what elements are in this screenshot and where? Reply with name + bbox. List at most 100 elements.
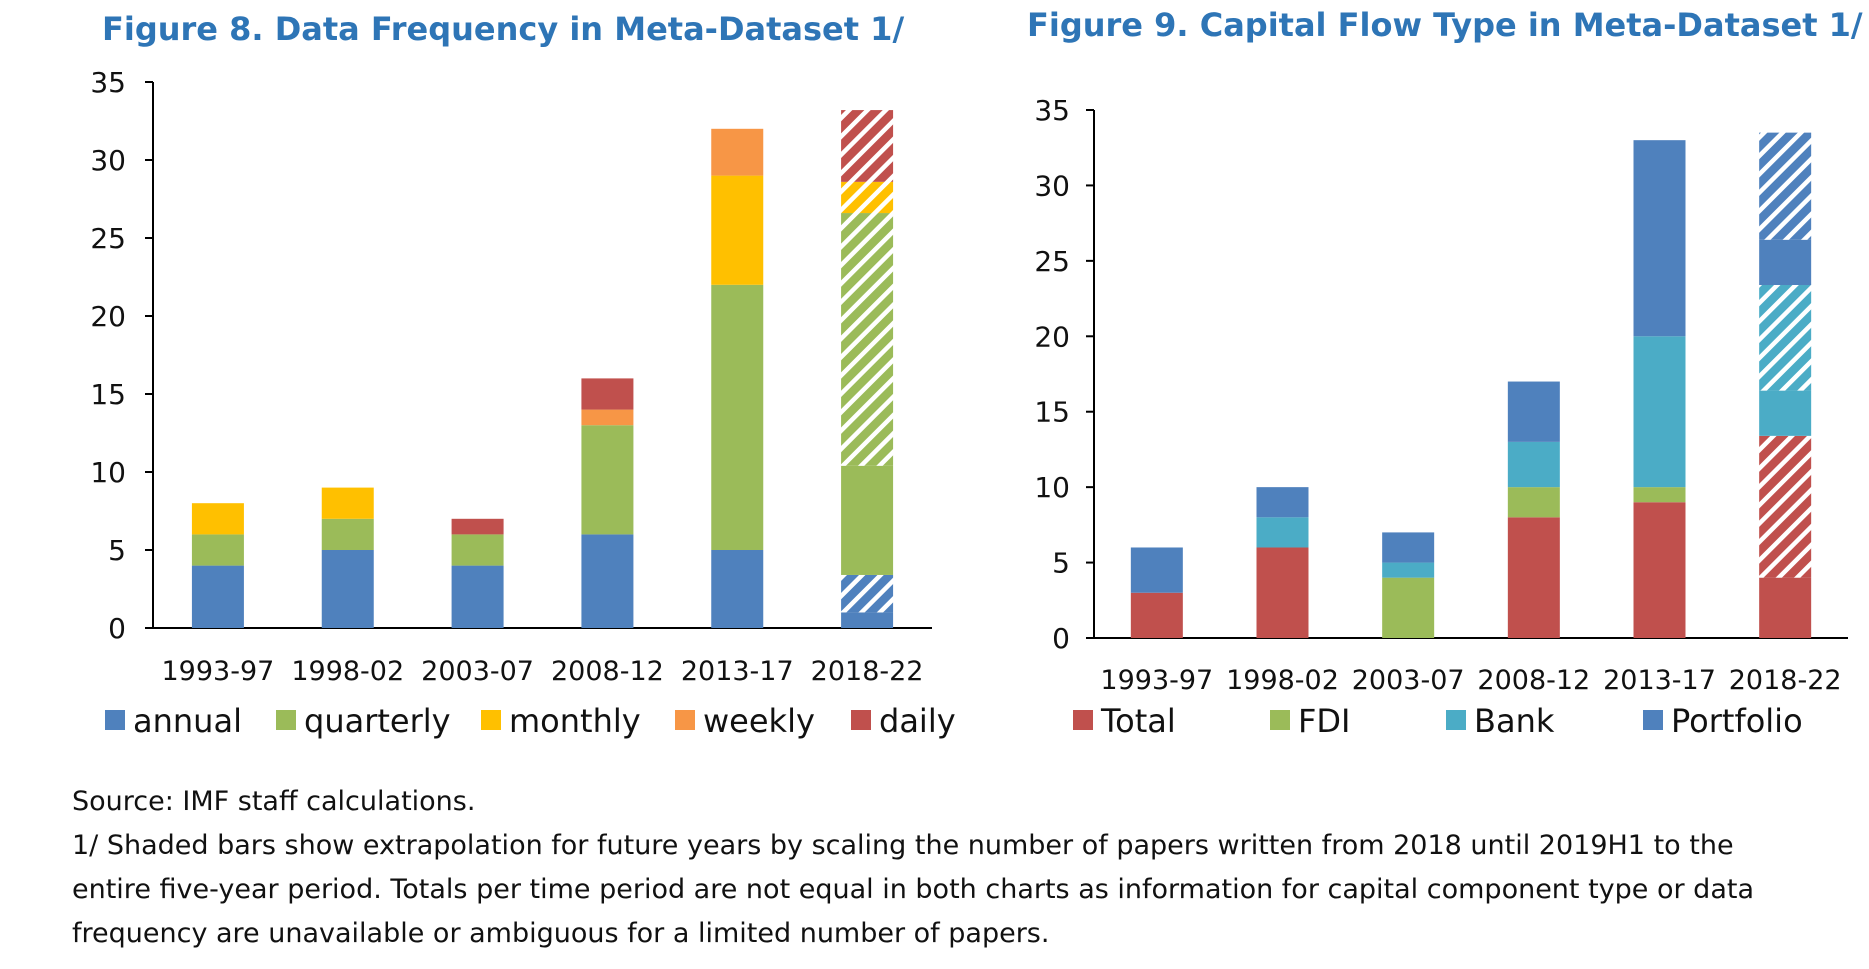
- y-tick-label: 5: [1052, 547, 1070, 580]
- x-tick-label: 1998-02: [1226, 665, 1339, 696]
- bar-segment-fdi: [1382, 577, 1435, 638]
- footnote-line-2: entire five-year period. Totals per time…: [72, 874, 1755, 905]
- x-tick-label: 2018-22: [811, 656, 924, 687]
- bar-segment-quarterly: [711, 284, 764, 550]
- footnote-line-3: frequency are unavailable or ambiguous f…: [72, 918, 1050, 949]
- bar-segment-annual: [711, 550, 764, 628]
- y-tick-label: 15: [1034, 396, 1070, 429]
- bar-segment-portfolio: [1507, 381, 1560, 442]
- bar-segment-total: [1130, 592, 1183, 638]
- bar-segment-total: [1256, 547, 1309, 638]
- bar-segment-quarterly: [451, 534, 504, 566]
- legend-label-total: Total: [1100, 702, 1176, 740]
- y-tick-label: 25: [1034, 245, 1070, 278]
- bar-segment-portfolio: [1256, 487, 1309, 518]
- y-tick-label: 35: [90, 66, 126, 99]
- bar-segment-total: [1633, 502, 1686, 638]
- bar-segment-weekly: [581, 409, 634, 426]
- legend-swatch-annual: [105, 710, 125, 730]
- bar-segment-weekly: [711, 128, 764, 176]
- source-note: Source: IMF staff calculations.: [72, 786, 476, 817]
- y-tick-label: 5: [108, 534, 126, 567]
- bar-segment-bank: [1633, 336, 1686, 488]
- bar-segment-annual: [581, 534, 634, 628]
- legend-label-monthly: monthly: [509, 702, 641, 740]
- bar-segment-daily-extrapolated: [841, 110, 894, 182]
- bar-segment-annual: [191, 565, 244, 628]
- bar-segment-total-extrapolated: [1759, 435, 1812, 578]
- y-tick-label: 0: [1052, 622, 1070, 655]
- bar-segment-fdi: [1507, 487, 1560, 518]
- bar-segment-total: [1507, 517, 1560, 638]
- legend-label-bank: Bank: [1474, 702, 1555, 740]
- bar-segment-portfolio: [1759, 239, 1812, 285]
- bar-segment-daily: [451, 518, 504, 535]
- chart-1: Figure 8. Data Frequency in Meta-Dataset…: [90, 10, 955, 740]
- legend-label-annual: annual: [133, 702, 242, 740]
- chart-2: Figure 9. Capital Flow Type in Meta-Data…: [1027, 6, 1863, 740]
- legend-label-fdi: FDI: [1298, 702, 1350, 740]
- bar-segment-bank: [1382, 562, 1435, 578]
- y-tick-label: 20: [90, 300, 126, 333]
- chart-title: Figure 9. Capital Flow Type in Meta-Data…: [1027, 6, 1863, 44]
- bar-segment-quarterly: [191, 534, 244, 566]
- legend-swatch-weekly: [675, 710, 695, 730]
- bar-segment-quarterly-extrapolated: [841, 213, 894, 466]
- x-tick-label: 1993-97: [1100, 665, 1213, 696]
- legend-swatch-bank: [1446, 710, 1466, 730]
- bar-segment-annual: [841, 612, 894, 628]
- legend-label-quarterly: quarterly: [304, 702, 451, 740]
- footnote-line-1: 1/ Shaded bars show extrapolation for fu…: [72, 830, 1734, 861]
- bar-segment-portfolio: [1130, 547, 1183, 593]
- bar-segment-portfolio-extrapolated: [1759, 132, 1812, 240]
- x-tick-label: 2013-17: [1603, 665, 1716, 696]
- y-tick-label: 30: [1034, 169, 1070, 202]
- x-tick-label: 1993-97: [162, 656, 275, 687]
- legend-label-daily: daily: [879, 702, 956, 740]
- bar-segment-bank: [1507, 441, 1560, 488]
- legend-swatch-fdi: [1270, 710, 1290, 730]
- bar-segment-monthly-extrapolated: [841, 181, 894, 214]
- bar-segment-quarterly: [841, 465, 894, 575]
- y-tick-label: 25: [90, 222, 126, 255]
- y-tick-label: 30: [90, 144, 126, 177]
- chart-title: Figure 8. Data Frequency in Meta-Dataset…: [102, 10, 904, 48]
- x-tick-label: 2018-22: [1729, 665, 1842, 696]
- bar-segment-portfolio: [1382, 532, 1435, 563]
- x-tick-label: 2008-12: [1477, 665, 1590, 696]
- y-tick-label: 10: [1034, 471, 1070, 504]
- bar-segment-annual: [451, 565, 504, 628]
- bar-segment-bank-extrapolated: [1759, 284, 1812, 391]
- legend-swatch-daily: [851, 710, 871, 730]
- legend-swatch-quarterly: [276, 710, 296, 730]
- x-tick-label: 2013-17: [681, 656, 794, 687]
- footnotes: Source: IMF staff calculations. 1/ Shade…: [72, 780, 1852, 956]
- y-tick-label: 10: [90, 456, 126, 489]
- bar-segment-fdi: [1633, 487, 1686, 503]
- legend-swatch-total: [1073, 710, 1093, 730]
- x-tick-label: 2008-12: [551, 656, 664, 687]
- bar-segment-annual: [321, 550, 374, 628]
- y-tick-label: 15: [90, 378, 126, 411]
- legend-swatch-portfolio: [1643, 710, 1663, 730]
- legend-swatch-monthly: [481, 710, 501, 730]
- bar-segment-bank: [1759, 390, 1812, 436]
- bar-segment-monthly: [191, 503, 244, 535]
- bar-segment-bank: [1256, 517, 1309, 548]
- bar-segment-monthly: [711, 175, 764, 285]
- x-tick-label: 2003-07: [421, 656, 534, 687]
- y-tick-label: 0: [108, 612, 126, 645]
- legend-label-weekly: weekly: [703, 702, 815, 740]
- y-tick-label: 35: [1034, 94, 1070, 127]
- y-tick-label: 20: [1034, 320, 1070, 353]
- x-tick-label: 1998-02: [291, 656, 404, 687]
- bar-segment-monthly: [321, 487, 374, 519]
- bar-segment-daily: [581, 378, 634, 410]
- bar-segment-portfolio: [1633, 140, 1686, 337]
- legend-label-portfolio: Portfolio: [1671, 702, 1803, 740]
- bar-segment-quarterly: [581, 425, 634, 535]
- bar-segment-total: [1759, 577, 1812, 638]
- x-tick-label: 2003-07: [1352, 665, 1465, 696]
- bar-segment-quarterly: [321, 518, 374, 550]
